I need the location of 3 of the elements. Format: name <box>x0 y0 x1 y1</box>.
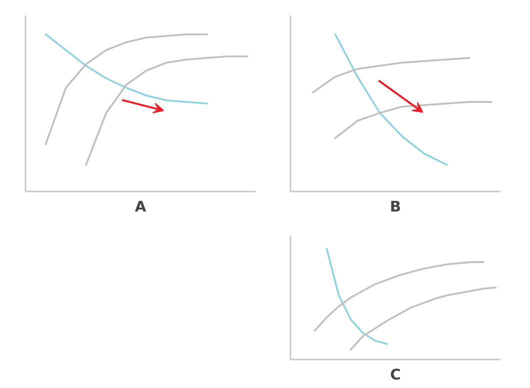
text: B <box>390 198 402 216</box>
text: A <box>134 198 147 216</box>
text: C <box>390 366 401 384</box>
